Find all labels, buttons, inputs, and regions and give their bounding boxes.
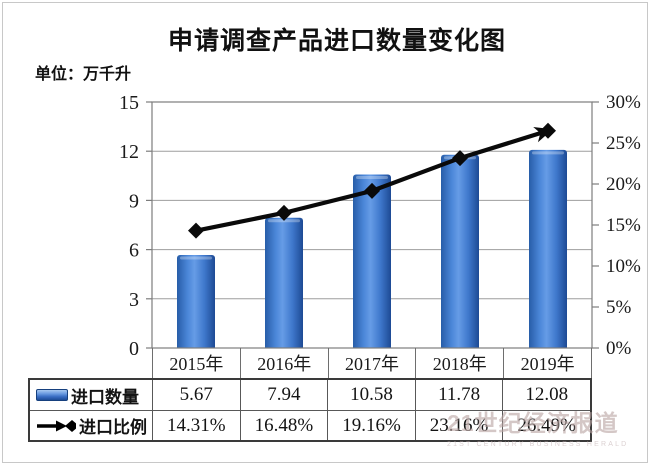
- left-axis-label: 6: [129, 240, 139, 262]
- right-axis-label: 5%: [606, 297, 632, 318]
- bar: [529, 153, 567, 348]
- bar: [265, 221, 303, 348]
- unit-label: 单位：万千升: [35, 66, 132, 83]
- left-axis-label: 3: [129, 289, 139, 311]
- right-axis-label: 20%: [606, 174, 641, 195]
- right-axis-label: 15%: [606, 215, 641, 236]
- left-axis-label: 15: [119, 92, 139, 114]
- left-axis-label: 0: [129, 338, 139, 360]
- table-value-cell: 19.16%: [327, 410, 415, 440]
- data-table: 进口数量 5.67 7.94 10.58 11.78 12.08 进口比例 14.31% 16.…: [28, 378, 592, 442]
- category-label: 2019年: [520, 354, 575, 374]
- legend-cell: 进口比例: [30, 410, 152, 440]
- bar: [177, 259, 215, 348]
- bar-legend-icon: [36, 389, 68, 401]
- category-label: 2015年: [153, 348, 241, 378]
- right-axis-label: 0%: [606, 338, 632, 359]
- legend-label: 进口比例: [79, 418, 147, 437]
- bar: [353, 178, 391, 348]
- bar-highlight: [532, 151, 564, 155]
- table-value-cell: 26.49%: [502, 410, 590, 440]
- left-axis-label: 12: [119, 141, 139, 163]
- category-label: 2017年: [329, 348, 417, 378]
- left-axis-label: 9: [129, 190, 139, 212]
- table-value-cell: 7.94: [239, 380, 328, 410]
- category-label: 2016年: [241, 348, 329, 378]
- bar-highlight: [356, 175, 388, 179]
- legend-label: 进口数量: [71, 387, 139, 407]
- diamond-marker: [540, 122, 556, 139]
- line-arrow-legend-icon: [37, 419, 76, 432]
- diamond-marker: [188, 222, 204, 239]
- category-axis: 2015年 2016年 2017年 2018年 2019年: [152, 348, 592, 378]
- diamond-marker: [452, 150, 468, 167]
- bar-highlight: [180, 256, 212, 260]
- legend-cell: 进口数量: [30, 380, 152, 410]
- category-label: 2018年: [416, 348, 505, 378]
- diamond-marker: [276, 204, 292, 221]
- table-value-cell: 16.48%: [239, 410, 328, 440]
- right-axis-label: 10%: [606, 256, 641, 277]
- table-value-cell: 10.58: [327, 380, 415, 410]
- table-value-cell: 14.31%: [152, 410, 240, 440]
- chart-title: 申请调查产品进口数量变化图: [167, 27, 506, 55]
- table-value-cell: 5.67: [152, 380, 240, 410]
- diamond-marker: [364, 182, 380, 199]
- table-value-cell: 23.16%: [414, 410, 503, 440]
- table-value-cell: 11.78: [414, 380, 503, 410]
- table-value-cell: 12.08: [502, 380, 590, 410]
- right-axis-label: 30%: [606, 92, 641, 113]
- bar: [441, 158, 479, 348]
- right-axis-label: 25%: [606, 133, 641, 154]
